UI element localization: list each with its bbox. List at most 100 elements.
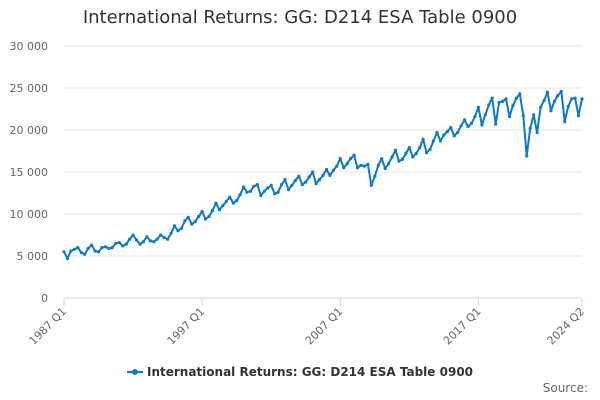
data-point [400,157,404,161]
data-point [431,139,436,143]
data-point [245,190,249,194]
data-point [300,183,304,187]
data-point [501,99,505,103]
data-point [252,184,256,188]
grid-lines [64,45,582,299]
data-point [480,123,484,127]
data-point [293,178,297,182]
data-point [266,186,270,190]
data-point [376,163,380,167]
data-point [369,183,373,187]
data-point [124,242,128,246]
y-tick-label: 30 000 [10,40,49,53]
data-point [532,113,536,117]
data-point [566,104,570,109]
data-point [179,226,183,230]
data-point [473,115,477,119]
data-point [103,245,107,249]
data-point [321,173,325,177]
data-point [255,183,259,187]
y-tick-label: 15 000 [10,166,49,179]
data-point [549,109,553,113]
data-point [349,157,353,161]
y-axis-ticks: 0 5 000 10 000 15 000 20 000 25 000 30 000 [10,40,49,305]
data-point [362,164,366,168]
data-point [183,219,187,223]
data-point [76,246,80,250]
data-point [238,193,242,197]
x-tick-label: 1997 Q1 [165,305,208,348]
data-point [114,241,118,245]
data-point [228,195,232,199]
data-point [290,183,294,187]
data-point [86,246,90,250]
legend[interactable]: International Returns: GG: D214 ESA Tabl… [0,365,600,379]
series-layer [62,89,584,261]
data-point [576,114,581,118]
data-point [90,243,94,247]
data-point [259,193,263,198]
data-point [514,96,519,100]
data-point [172,224,177,228]
data-point [138,242,142,246]
data-point [200,209,204,214]
data-point [79,251,83,255]
data-point [438,139,442,143]
data-point [521,114,525,118]
data-point [190,222,194,226]
data-point [397,159,401,163]
data-point [83,252,87,256]
source-label: Source: [542,381,588,395]
data-point [494,122,498,126]
data-point [96,250,101,254]
data-point [335,164,339,168]
data-point [131,233,135,237]
data-point [169,231,173,235]
data-point [242,185,246,189]
data-point [539,105,543,109]
data-point [487,103,491,107]
data-point [445,130,449,134]
data-point [262,189,266,193]
data-point [407,146,411,150]
data-point [559,89,563,93]
data-point [383,167,387,171]
data-point [324,167,329,172]
data-point [435,130,439,135]
data-point [155,237,159,241]
data-point [507,115,512,119]
data-point [269,183,273,187]
data-point [128,237,132,241]
data-point [235,199,239,203]
data-point [545,90,550,94]
data-point [442,133,446,137]
data-point [476,105,480,109]
data-point [148,239,152,243]
data-point [463,118,467,122]
data-point [134,238,139,242]
data-point [141,240,145,244]
data-point [176,229,180,233]
x-tick-label: 1987 Q1 [27,305,70,348]
data-point [425,151,429,155]
data-point [418,146,422,150]
data-point [355,166,360,170]
data-point [276,190,280,194]
x-tick-label: 2024 Q2 [545,305,588,348]
data-point [304,180,308,184]
data-point [414,151,418,156]
data-point [117,241,121,245]
data-point [217,208,221,212]
data-point [469,121,474,125]
data-point [186,215,190,219]
data-point [456,130,460,135]
data-point [504,97,508,101]
data-point [221,204,225,208]
data-point [162,235,166,240]
y-tick-label: 25 000 [10,82,49,95]
data-point [373,174,377,178]
legend-label: International Returns: GG: D214 ESA Tabl… [146,365,474,379]
data-point [273,192,277,196]
data-point [570,97,574,101]
data-point [497,100,501,104]
